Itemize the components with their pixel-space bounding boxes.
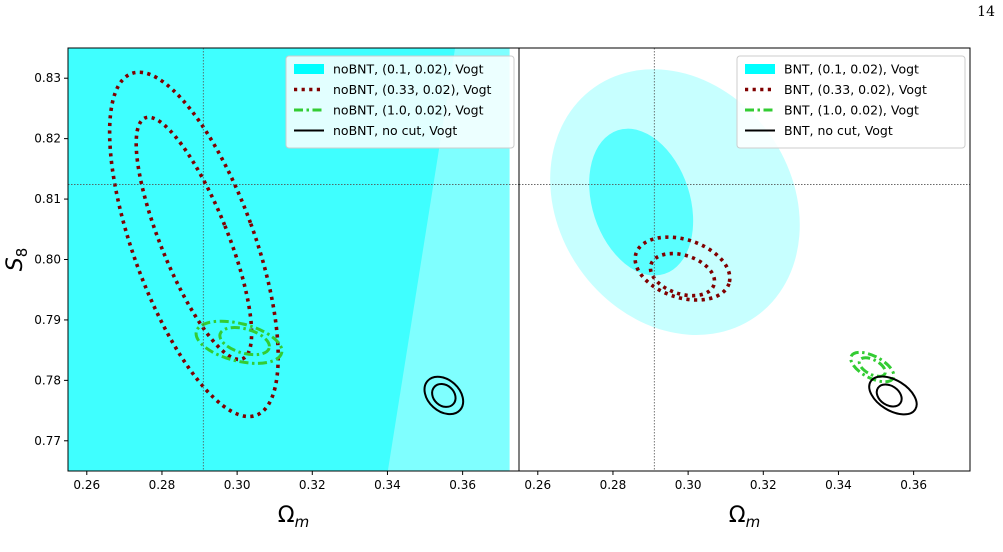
y-tick-label: 0.80	[34, 253, 61, 267]
x-tick-label: 0.30	[675, 478, 702, 492]
legend-entry-label: noBNT, (1.0, 0.02), Vogt	[333, 103, 484, 118]
x-tick-label: 0.32	[750, 478, 777, 492]
x-tick-label: 0.28	[149, 478, 176, 492]
x-tick-label: 0.36	[449, 478, 476, 492]
legend-entry-label: noBNT, (0.33, 0.02), Vogt	[333, 82, 492, 97]
contour-dashdot-right-level-95	[849, 350, 896, 384]
legend-swatch	[294, 64, 324, 74]
contour-solid-left-level-68	[431, 383, 457, 408]
y-tick-label: 0.77	[34, 434, 61, 448]
axes-frame-right	[518, 47, 971, 472]
y-tick-label: 0.82	[34, 132, 61, 146]
legend-entry-label: BNT, no cut, Vogt	[784, 123, 893, 138]
y-axis-label: S8	[3, 248, 31, 272]
contour-dashdot-left-level-95	[194, 319, 284, 365]
legend-box	[285, 55, 515, 149]
legend-entry-label: noBNT, no cut, Vogt	[333, 123, 457, 138]
x-tick-label: 0.26	[73, 478, 100, 492]
x-tick-label: 0.26	[524, 478, 551, 492]
y-tick-label: 0.79	[34, 313, 61, 327]
contour-dotted-right-level-68	[648, 251, 717, 298]
legend-left: noBNT, (0.1, 0.02), Vogt noBNT, (0.33, 0.…	[285, 55, 515, 149]
page-number: 14	[977, 4, 995, 20]
legend-entry-label: noBNT, (0.1, 0.02), Vogt	[333, 62, 484, 77]
contour-dashdot-right-level-68	[857, 356, 887, 378]
panel-right: 0.26 0.28 0.30 0.32 0.34 0.36 Ωm BNT, (0.1, 0.0…	[518, 47, 971, 531]
contour-filled-left-68	[68, 48, 456, 471]
x-tick-label: 0.34	[374, 478, 401, 492]
contour-solid-right-level-68	[875, 383, 903, 408]
legend-entry-label: BNT, (1.0, 0.02), Vogt	[784, 103, 919, 118]
contour-dotted-left-level-68	[134, 115, 254, 362]
x-tick-label: 0.32	[299, 478, 326, 492]
contour-solid-right-level-95	[868, 375, 918, 416]
contour-dotted-left-level-95	[107, 70, 280, 419]
x-tick-label: 0.36	[900, 478, 927, 492]
legend-box	[736, 55, 966, 149]
y-tick-label: 0.83	[34, 71, 61, 85]
plot-area-left	[68, 48, 519, 471]
legend-right: BNT, (0.1, 0.02), Vogt BNT, (0.33, 0.02),…	[736, 55, 966, 149]
legend-swatch	[745, 64, 775, 74]
panel-left: 0.26 0.28 0.30 0.32 0.34 0.36 0.77 0.78 0.79 0.80…	[3, 47, 520, 531]
contour-dashdot-left-level-68	[218, 325, 271, 357]
x-axis-label: Ωm	[278, 503, 309, 531]
x-tick-label: 0.30	[224, 478, 251, 492]
legend-entry-label: BNT, (0.33, 0.02), Vogt	[784, 82, 927, 97]
contour-solid-left-level-95	[423, 375, 465, 416]
legend-entry-label: BNT, (0.1, 0.02), Vogt	[784, 62, 919, 77]
x-axis-label: Ωm	[729, 503, 760, 531]
y-tick-label: 0.78	[34, 373, 61, 387]
y-tick-label: 0.81	[34, 192, 61, 206]
contour-dotted-right-level-95	[633, 235, 732, 302]
x-tick-label: 0.28	[600, 478, 627, 492]
x-tick-label: 0.34	[825, 478, 852, 492]
